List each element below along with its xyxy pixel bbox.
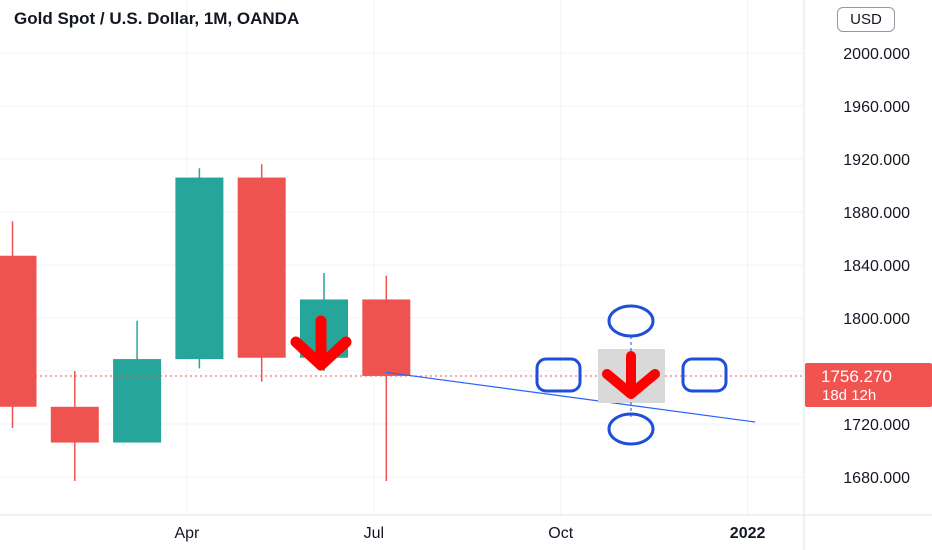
bar-countdown: 18d 12h — [822, 387, 877, 404]
candle[interactable] — [362, 275, 411, 481]
y-tick-label: 1720.000 — [843, 417, 910, 434]
candle-body — [175, 177, 224, 360]
y-tick-label: 1680.000 — [843, 470, 910, 487]
candle-body — [0, 255, 37, 407]
y-tick-label: 1800.000 — [843, 311, 910, 328]
last-price-tag: 1756.270 18d 12h — [805, 363, 932, 407]
handle-left-box[interactable] — [535, 357, 582, 393]
candle[interactable] — [113, 320, 162, 443]
trendline[interactable] — [385, 371, 756, 423]
last-price-value: 1756.270 — [821, 367, 892, 386]
candle-body — [237, 177, 286, 358]
chart-title: Gold Spot / U.S. Dollar, 1M, OANDA — [14, 9, 300, 28]
handle-right-box[interactable] — [681, 357, 728, 393]
projection-down-arrow-icon[interactable] — [602, 351, 660, 399]
y-tick-label: 1880.000 — [843, 205, 910, 222]
price-axis[interactable]: 1680.0001720.0001760.0001800.0001840.000… — [843, 46, 910, 487]
y-tick-label: 2000.000 — [843, 46, 910, 63]
candle[interactable] — [0, 221, 37, 428]
candle-body — [362, 299, 411, 376]
currency-button[interactable]: USD — [837, 7, 895, 32]
y-tick-label: 1920.000 — [843, 152, 910, 169]
x-tick-label: Apr — [174, 525, 200, 542]
y-tick-label: 1840.000 — [843, 258, 910, 275]
time-axis[interactable]: Apr Jul Oct 2022 — [174, 525, 765, 542]
annotations[interactable] — [290, 304, 728, 446]
handle-top-circle[interactable] — [607, 304, 655, 338]
candle[interactable] — [175, 168, 224, 369]
down-arrow-icon[interactable] — [290, 315, 352, 371]
x-tick-label: Oct — [548, 525, 573, 542]
handle-bottom-circle[interactable] — [607, 412, 655, 446]
x-tick-label: Jul — [364, 525, 384, 542]
x-tick-label: 2022 — [730, 525, 766, 542]
y-tick-label: 1960.000 — [843, 99, 910, 116]
candle-body — [50, 406, 99, 443]
candle-body — [113, 359, 162, 443]
candle[interactable] — [237, 164, 286, 382]
candle[interactable] — [50, 371, 99, 481]
